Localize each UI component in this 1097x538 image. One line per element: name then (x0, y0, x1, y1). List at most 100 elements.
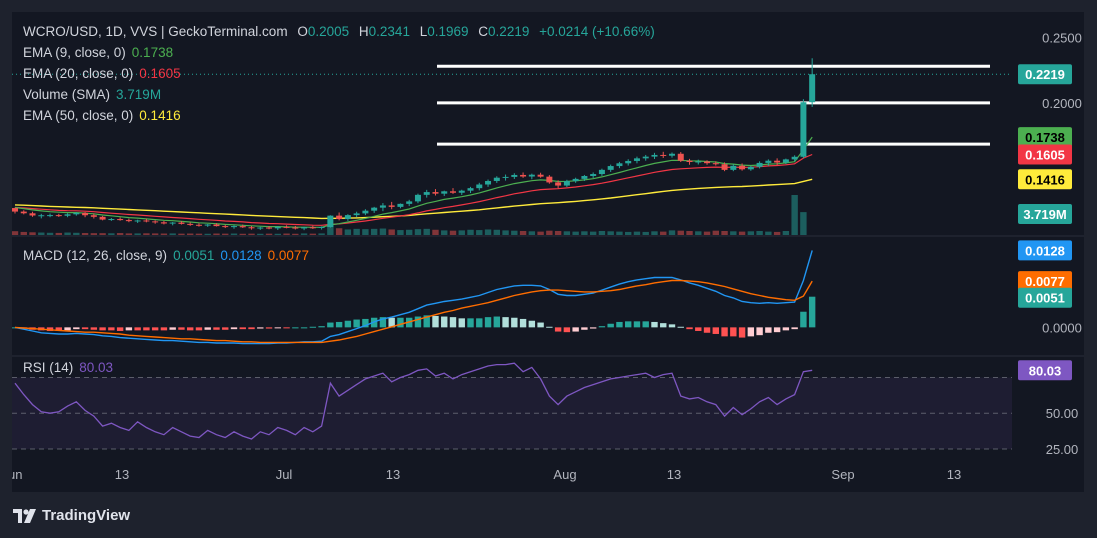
price-tick-label: 0.2500 (1042, 30, 1082, 45)
macd-hist-bar (589, 327, 597, 329)
macd-hist-bar (484, 317, 492, 328)
macd-hist-bar (125, 327, 133, 331)
open-label: O (297, 24, 308, 39)
price-badge-volume-label: 3.719M (1023, 207, 1066, 222)
volume-bar (178, 233, 185, 235)
macd-hist-bar (178, 327, 185, 330)
candle-body (642, 156, 649, 159)
macd-hist-bar (686, 327, 693, 330)
macd-hist-bar (160, 327, 168, 331)
rsi-legend[interactable]: RSI (14) 80.03 (23, 360, 119, 375)
volume-bar (616, 231, 623, 235)
candle-body (677, 153, 684, 161)
chart-svg[interactable]: 50.00 25.00 0.2500 0.2000 0.0000 0.2219 0.1738… (12, 12, 1084, 492)
macd-hist-bar (90, 327, 98, 330)
macd-hist-bar (309, 326, 317, 328)
rsi-badge-label: 80.03 (1029, 363, 1062, 378)
volume-bar (55, 232, 62, 235)
candle-body (704, 161, 711, 164)
date-tick-label: Jul (276, 467, 293, 482)
candle-body (160, 222, 167, 224)
rsi-line (14, 362, 813, 440)
volume-bar (73, 232, 80, 235)
close-value: 0.2219 (488, 24, 530, 39)
macd-hist-bar (195, 327, 203, 331)
volume-bar (353, 228, 360, 235)
candle-body (651, 154, 658, 157)
macd-hist-bar (677, 326, 684, 328)
candle-body (274, 226, 281, 229)
macd-hist-bar (712, 327, 719, 334)
volume-bar (458, 230, 465, 235)
candle-body (607, 166, 614, 170)
volume-bar (257, 233, 264, 235)
volume-bar (484, 229, 492, 235)
ema9-legend[interactable]: EMA (9, close, 0) 0.1738 (23, 45, 179, 60)
candle-body (669, 153, 675, 156)
ema50-legend[interactable]: EMA (50, close, 0) 0.1416 (23, 108, 187, 123)
macd-hist-bar (318, 326, 325, 328)
candle-body (152, 221, 159, 223)
candle-body (616, 163, 623, 167)
macd-tick-label: 0.0000 (1042, 320, 1082, 335)
volume-bar (519, 231, 527, 235)
candle-body (721, 164, 728, 170)
macd-hist-bar (441, 316, 448, 328)
rsi-legend-value: 80.03 (79, 360, 114, 375)
tradingview-logo-icon (13, 508, 36, 523)
date-tick-label: 13 (947, 467, 961, 482)
volume-bar (370, 228, 378, 235)
macd-hist-bar (607, 323, 614, 328)
volume-bar (695, 231, 702, 235)
volume-bar (493, 229, 500, 235)
volume-bar (397, 230, 404, 235)
candle-body (555, 182, 562, 186)
macd-hist-bar (756, 327, 763, 336)
candle-body (774, 160, 781, 163)
macd-hist-bar (274, 327, 281, 329)
macd-line-value: 0.0128 (220, 248, 262, 263)
candle-body (441, 191, 448, 194)
macd-legend[interactable]: MACD (12, 26, close, 9) 0.0051 0.0128 0.007… (23, 248, 315, 263)
macd-hist-bar (432, 315, 439, 328)
candle-body (178, 222, 185, 224)
candle-body (485, 180, 492, 185)
macd-hist-bar (99, 327, 106, 331)
ema20-legend[interactable]: EMA (20, close, 0) 0.1605 (23, 66, 187, 81)
candle-body (712, 163, 719, 165)
chart-panel[interactable]: 50.00 25.00 0.2500 0.2000 0.0000 0.2219 0.1738… (12, 12, 1084, 492)
ema20-line (14, 153, 813, 226)
candle-body (82, 212, 89, 216)
volume-bar (642, 231, 649, 235)
price-badge-ema9-bg (1018, 127, 1072, 148)
macd-badge-signal: 0.0077 (1018, 271, 1072, 292)
macd-hist-bar (554, 327, 562, 332)
candle-body (625, 160, 632, 164)
tradingview-logo[interactable]: TradingView (13, 507, 130, 524)
price-badge-ema20-bg (1018, 144, 1072, 165)
volume-value: 3.719M (116, 87, 162, 102)
candle-body (511, 174, 518, 177)
macd-signal-line (14, 279, 813, 344)
symbol-line: WCRO/USD, 1D, VVS | GeckoTerminal.com (23, 24, 288, 39)
change-value: +0.0214 (+10.66%) (539, 24, 655, 39)
candle-body (563, 181, 570, 186)
candle-body (800, 102, 807, 157)
volume-bar (730, 231, 737, 235)
candle-body (546, 176, 553, 183)
volume-legend[interactable]: Volume (SMA) 3.719M (23, 87, 167, 102)
price-badge-ema9: 0.1738 (1018, 127, 1072, 148)
macd-hist-bar (511, 317, 518, 328)
macd-badge-signal-bg (1018, 271, 1072, 292)
candle-body (572, 178, 579, 182)
macd-hist-bar (327, 322, 334, 328)
candle-body (266, 227, 273, 229)
candle-body (397, 203, 404, 207)
volume-bar (546, 230, 553, 235)
candle-body (257, 227, 264, 229)
candle-body (493, 177, 500, 181)
volume-bar (747, 231, 755, 235)
volume-bar (712, 230, 719, 235)
volume-bar (143, 233, 150, 235)
volume-bar (589, 231, 597, 235)
